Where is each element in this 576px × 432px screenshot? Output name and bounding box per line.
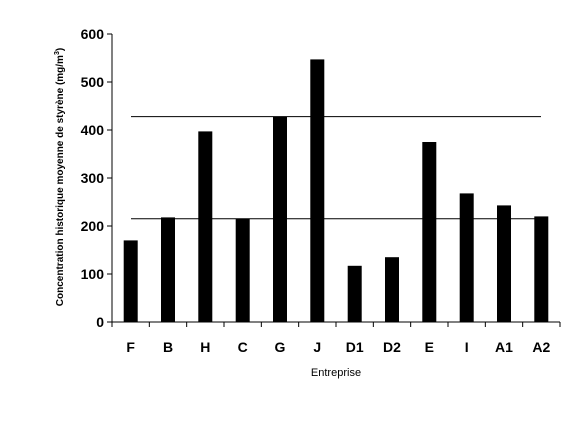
x-tick-label-A1: A1 xyxy=(495,339,513,355)
bar-A1 xyxy=(497,205,511,322)
x-tick-label-D2: D2 xyxy=(383,339,401,355)
bar-C xyxy=(235,218,250,322)
bar-B xyxy=(161,217,175,322)
x-tick-label-A2: A2 xyxy=(532,339,550,355)
x-tick-label-F: F xyxy=(126,339,135,355)
x-tick-label-I: I xyxy=(465,339,469,355)
bar-D1 xyxy=(347,265,362,322)
x-tick-label-B: B xyxy=(163,339,173,355)
y-tick-label-100: 100 xyxy=(81,266,105,282)
y-tick-label-600: 600 xyxy=(81,26,105,42)
y-tick-label-500: 500 xyxy=(81,74,105,90)
bar-D2 xyxy=(385,257,399,322)
bar-I xyxy=(459,193,474,322)
y-tick-label-0: 0 xyxy=(96,314,104,330)
x-tick-label-H: H xyxy=(200,339,210,355)
bar-J xyxy=(310,59,325,323)
x-tick-label-C: C xyxy=(238,339,248,355)
y-axis-title: Concentration historique moyenne de styr… xyxy=(54,48,66,306)
x-tick-label-J: J xyxy=(313,339,321,355)
plot-area: 0 100 200 300 400 500 600 F B H C G J D1 D2 E I A1 A2 xyxy=(81,26,561,355)
y-axis-title-main: Concentration historique moyenne de styr… xyxy=(55,55,66,306)
y-axis-title-superscript: 3 xyxy=(54,51,61,55)
bar-A2 xyxy=(534,216,549,322)
y-axis-title-end: ) xyxy=(55,48,66,51)
x-axis-title: Entreprise xyxy=(311,367,361,379)
y-tick-label-200: 200 xyxy=(81,218,105,234)
bar-F xyxy=(123,240,138,322)
bar-E xyxy=(422,142,437,322)
x-tick-label-D1: D1 xyxy=(346,339,364,355)
x-tick-label-G: G xyxy=(275,339,286,355)
y-tick-label-300: 300 xyxy=(81,170,105,186)
y-tick-label-400: 400 xyxy=(81,122,105,138)
bar-H xyxy=(198,131,213,322)
x-tick-label-E: E xyxy=(425,339,434,355)
